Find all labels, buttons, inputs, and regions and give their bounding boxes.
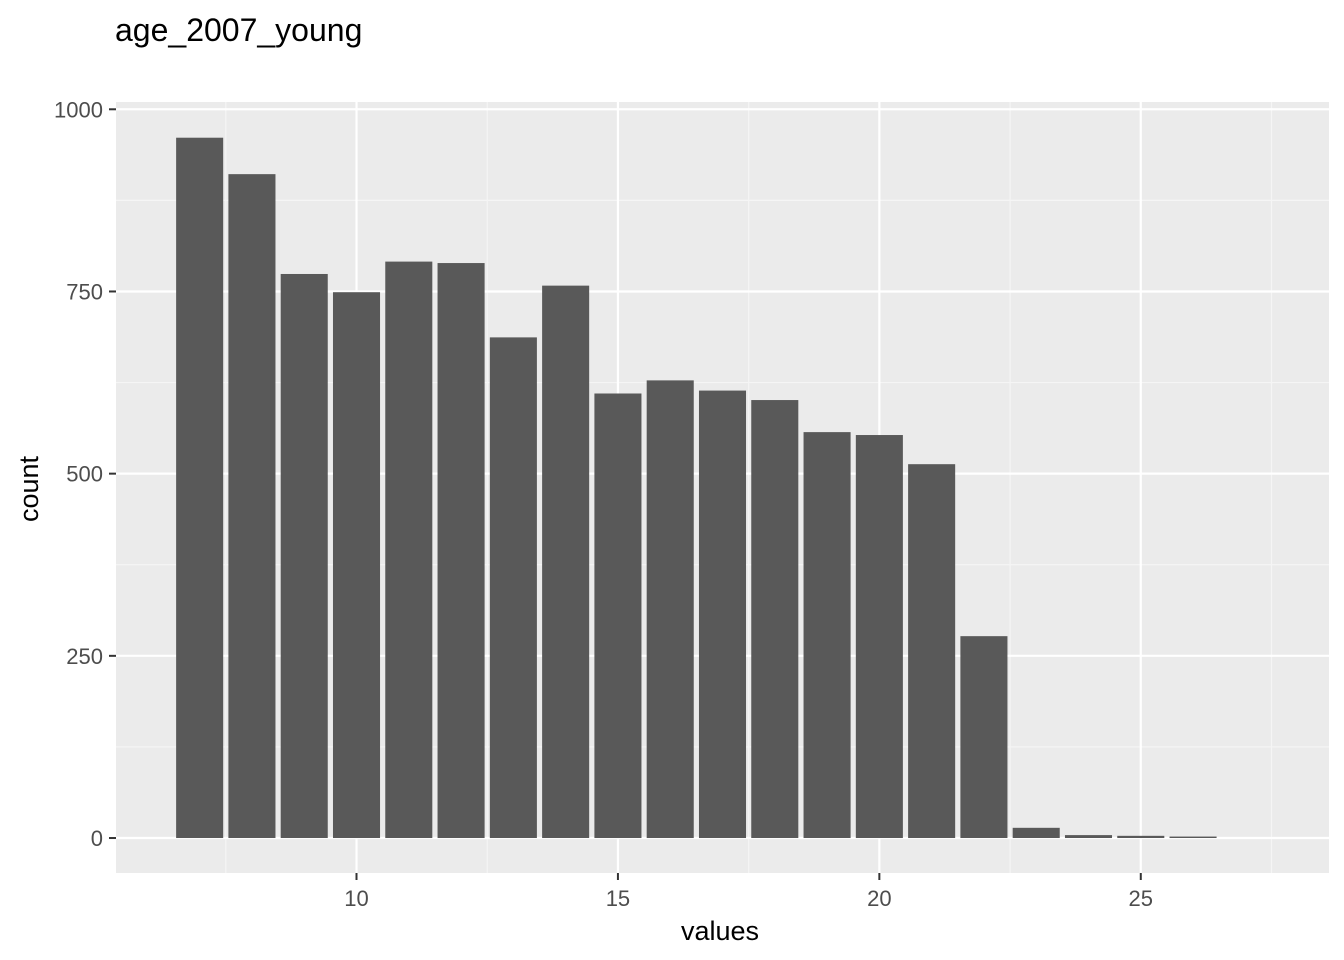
bar <box>1117 835 1165 839</box>
bar <box>176 137 224 839</box>
y-tick-label: 250 <box>66 644 103 669</box>
x-tick-label: 25 <box>1129 886 1153 911</box>
bar <box>332 292 381 839</box>
bar <box>855 435 903 839</box>
bar <box>1012 827 1060 839</box>
x-tick-label: 10 <box>344 886 368 911</box>
bar <box>646 380 694 839</box>
x-axis-title: values <box>681 916 759 946</box>
bar <box>1064 835 1113 839</box>
y-axis-title: count <box>14 455 44 522</box>
bar <box>542 285 590 839</box>
bar <box>960 636 1008 839</box>
bar <box>751 400 799 839</box>
y-axis: 0 250 500 750 1000 <box>54 97 116 851</box>
y-tick-label: 500 <box>66 462 103 487</box>
x-axis: 10 15 20 25 <box>344 873 1153 911</box>
bar <box>385 261 433 839</box>
bar <box>803 432 851 839</box>
y-tick-label: 0 <box>91 826 103 851</box>
bar <box>1169 836 1217 839</box>
bar <box>228 174 276 839</box>
bar <box>908 464 956 839</box>
bar <box>698 390 747 839</box>
bar <box>594 393 642 839</box>
bar <box>280 273 328 839</box>
x-tick-label: 15 <box>606 886 630 911</box>
y-tick-label: 750 <box>66 279 103 304</box>
bar <box>437 263 485 839</box>
bars <box>176 137 1217 839</box>
chart-title: age_2007_young <box>115 12 362 48</box>
x-tick-label: 20 <box>867 886 891 911</box>
y-tick-label: 1000 <box>54 97 103 122</box>
bar <box>489 337 537 839</box>
